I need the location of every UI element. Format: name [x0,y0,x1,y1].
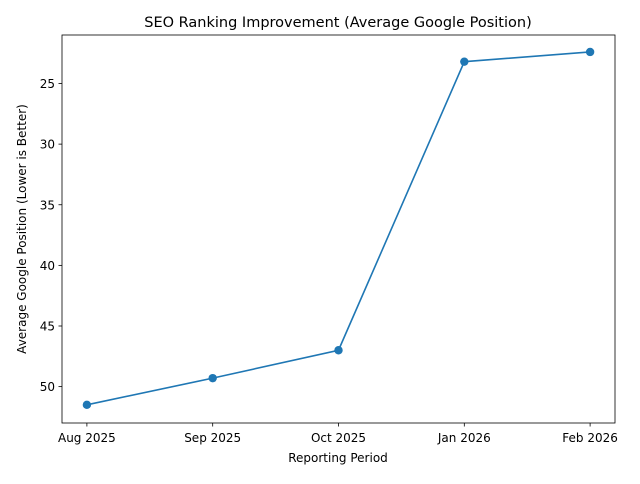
data-point [82,400,92,410]
x-tick-label: Aug 2025 [58,431,116,445]
y-tick-label: 45 [40,320,55,334]
data-point [334,346,343,355]
y-tick-label: 40 [40,259,55,273]
data-point [460,57,469,66]
x-axis-label: Reporting Period [288,451,388,465]
y-tick-label: 50 [40,380,55,394]
data-point [208,373,217,383]
y-axis-label: Average Google Position (Lower is Better… [15,104,29,354]
x-tick-label: Jan 2026 [437,431,491,445]
tick-marks: 25 30 35 40 45 50 Aug 2025 Sep 2025 Oct 2025 Jan … [40,77,618,445]
y-tick-label: 25 [40,77,55,91]
chart-title: SEO Ranking Improvement (Average Google … [144,15,531,31]
x-tick-label: Feb 2026 [562,431,618,445]
axes [61,34,616,424]
data-point [585,47,595,57]
x-tick-label: Oct 2025 [311,431,366,445]
x-tick-label: Sep 2025 [184,431,241,445]
data-series [82,47,595,410]
y-tick-label: 35 [40,198,55,212]
plot-frame [61,34,616,424]
y-tick-label: 30 [40,138,55,152]
